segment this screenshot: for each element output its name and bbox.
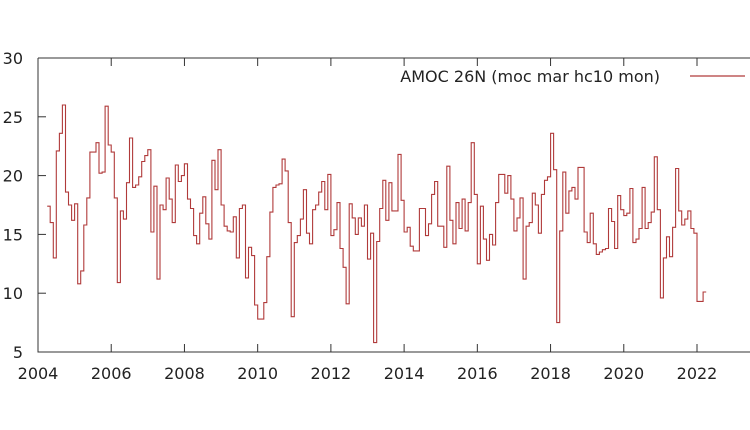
x-tick-label: 2004 bbox=[18, 364, 59, 383]
series-group bbox=[47, 104, 707, 344]
y-tick-label: 20 bbox=[3, 167, 23, 186]
plot-frame bbox=[37, 57, 750, 353]
legend: AMOC 26N (moc mar hc10 mon) bbox=[400, 67, 745, 86]
y-tick-label: 15 bbox=[3, 225, 23, 244]
y-tick-label: 25 bbox=[3, 108, 23, 127]
x-tick-label: 2008 bbox=[164, 364, 205, 383]
y-tick-label: 10 bbox=[3, 284, 23, 303]
legend-label: AMOC 26N (moc mar hc10 mon) bbox=[400, 67, 660, 86]
x-tick-label: 2020 bbox=[603, 364, 644, 383]
x-axis: 2004 2006 2008 2010 2012 2014 2016 2018 2020 2022… bbox=[18, 58, 750, 383]
axes-box bbox=[37, 57, 750, 353]
y-tick-label: 5 bbox=[13, 343, 23, 362]
x-tick-label: 2016 bbox=[457, 364, 498, 383]
x-tick-label: 2018 bbox=[530, 364, 571, 383]
y-tick-label: 30 bbox=[3, 49, 23, 68]
x-tick-label: 2012 bbox=[311, 364, 352, 383]
y-axis: 5 10 15 20 25 30 bbox=[3, 49, 46, 362]
x-tick-label: 2006 bbox=[91, 364, 132, 383]
x-tick-label: 2014 bbox=[384, 364, 425, 383]
series-line-amoc-26n bbox=[47, 104, 707, 344]
x-tick-label: 2010 bbox=[237, 364, 278, 383]
x-tick-label: 2022 bbox=[677, 364, 718, 383]
